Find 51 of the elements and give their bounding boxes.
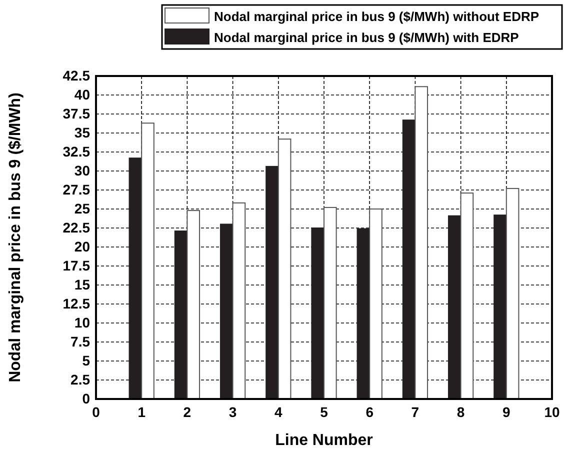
legend-label: Nodal marginal price in bus 9 ($/MWh) with EDRP xyxy=(214,30,520,45)
y-tick-label: 12.5 xyxy=(62,295,90,312)
x-tick-label: 6 xyxy=(366,404,374,420)
bar xyxy=(356,228,370,400)
y-tick-label: 37.5 xyxy=(62,105,90,122)
y-tick-label: 32.5 xyxy=(62,143,90,160)
bar xyxy=(128,158,142,400)
bar xyxy=(448,215,462,400)
bar xyxy=(278,138,292,400)
y-tick-label: 17.5 xyxy=(62,257,90,274)
y-tick-label: 7.5 xyxy=(70,333,90,350)
x-tick-label: 9 xyxy=(502,404,510,420)
y-tick-label: 35 xyxy=(74,124,90,140)
bar xyxy=(324,206,337,400)
y-tick-label: 15 xyxy=(74,276,90,292)
x-tick-label: 3 xyxy=(228,404,237,420)
y-tick-label: 30 xyxy=(74,162,90,178)
y-tick-label: 27.5 xyxy=(62,181,90,198)
bar xyxy=(232,202,246,400)
bar xyxy=(186,210,200,400)
x-tick-label: 1 xyxy=(138,404,146,420)
bar xyxy=(174,230,188,400)
y-tick-label: 5 xyxy=(82,352,90,368)
x-tick-label: 2 xyxy=(183,404,192,420)
y-tick-label: 25 xyxy=(74,200,90,216)
bar xyxy=(220,224,234,400)
x-tick-label: 5 xyxy=(320,404,328,420)
x-axis-title: Line Number xyxy=(275,432,373,449)
y-tick-label: 10 xyxy=(74,314,90,330)
y-tick-label: 40 xyxy=(74,86,90,102)
bar xyxy=(141,122,154,400)
bar xyxy=(494,214,507,400)
bar xyxy=(266,166,279,400)
x-tick-label: 8 xyxy=(456,404,465,420)
y-tick-label: 22.5 xyxy=(62,219,90,236)
y-tick-label: 0 xyxy=(82,390,90,406)
y-tick-label: 2.5 xyxy=(70,371,90,388)
y-tick-label: 42.5 xyxy=(62,67,90,84)
bar xyxy=(402,120,416,400)
x-tick-label: 0 xyxy=(92,404,100,420)
bar xyxy=(369,208,382,400)
bar xyxy=(460,192,474,400)
x-tick-label: 4 xyxy=(274,404,282,420)
y-axis-title: Nodal marginal price in bus 9 ($/MWh) xyxy=(7,92,24,382)
x-tick-label: 10 xyxy=(544,404,560,420)
bar xyxy=(414,86,428,400)
y-tick-label: 20 xyxy=(74,238,90,254)
x-tick-label: 7 xyxy=(411,404,420,420)
legend-label: Nodal marginal price in bus 9 ($/MWh) without EDRP xyxy=(214,9,540,24)
bar xyxy=(506,188,520,400)
bar xyxy=(311,228,324,400)
